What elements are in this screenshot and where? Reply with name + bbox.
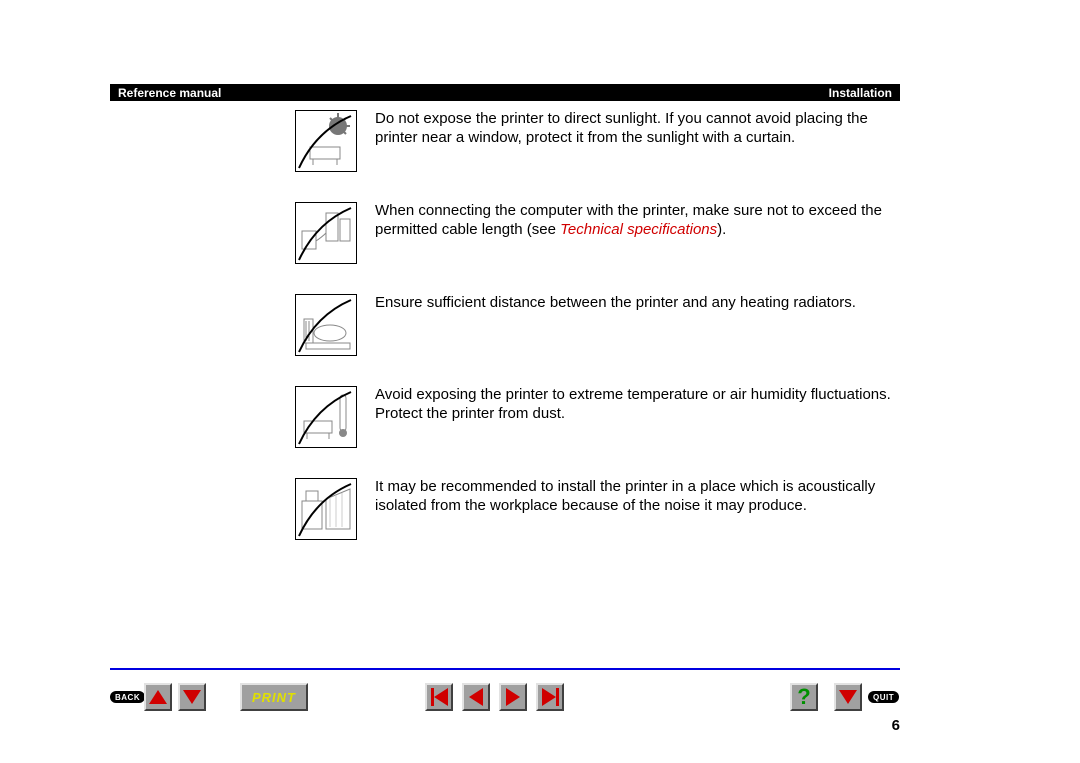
page-number: 6 xyxy=(892,717,900,734)
radiator-text: Ensure sufficient distance between the p… xyxy=(375,294,856,313)
technical-specifications-link[interactable]: Technical specifications xyxy=(560,221,717,238)
nav-bar: BACK PRINT ? QUIT 6 xyxy=(110,683,900,713)
noise-icon xyxy=(295,478,357,540)
close-chapter-button[interactable] xyxy=(834,683,862,711)
back-button[interactable]: BACK xyxy=(110,691,145,703)
footer-divider xyxy=(110,668,900,670)
next-chapter-button[interactable] xyxy=(178,683,206,711)
sunlight-icon xyxy=(295,110,357,172)
last-page-button[interactable] xyxy=(536,683,564,711)
prev-chapter-button[interactable] xyxy=(144,683,172,711)
first-page-button[interactable] xyxy=(425,683,453,711)
cable-text-post: ). xyxy=(717,221,726,238)
quit-button[interactable]: QUIT xyxy=(868,691,899,703)
cable-icon xyxy=(295,202,357,264)
cable-text: When connecting the computer with the pr… xyxy=(375,202,895,240)
help-icon: ? xyxy=(797,684,810,710)
next-page-button[interactable] xyxy=(499,683,527,711)
item-radiator: Ensure sufficient distance between the p… xyxy=(110,294,900,356)
manual-page: Reference manual Installation Do not exp xyxy=(0,0,1080,763)
noise-text: It may be recommended to install the pri… xyxy=(375,478,895,516)
help-button[interactable]: ? xyxy=(790,683,818,711)
print-button[interactable]: PRINT xyxy=(240,683,308,711)
page-header: Reference manual Installation xyxy=(110,84,900,101)
item-sunlight: Do not expose the printer to direct sunl… xyxy=(110,110,900,172)
radiator-icon xyxy=(295,294,357,356)
prev-page-button[interactable] xyxy=(462,683,490,711)
header-left: Reference manual xyxy=(118,86,221,100)
sunlight-text: Do not expose the printer to direct sunl… xyxy=(375,110,895,148)
item-noise: It may be recommended to install the pri… xyxy=(110,478,900,540)
humidity-text: Avoid exposing the printer to extreme te… xyxy=(375,386,895,424)
item-cable: When connecting the computer with the pr… xyxy=(110,202,900,264)
item-humidity: Avoid exposing the printer to extreme te… xyxy=(110,386,900,448)
humidity-icon xyxy=(295,386,357,448)
print-label: PRINT xyxy=(252,690,296,705)
header-right: Installation xyxy=(829,86,892,100)
content-area: Do not expose the printer to direct sunl… xyxy=(110,110,900,540)
